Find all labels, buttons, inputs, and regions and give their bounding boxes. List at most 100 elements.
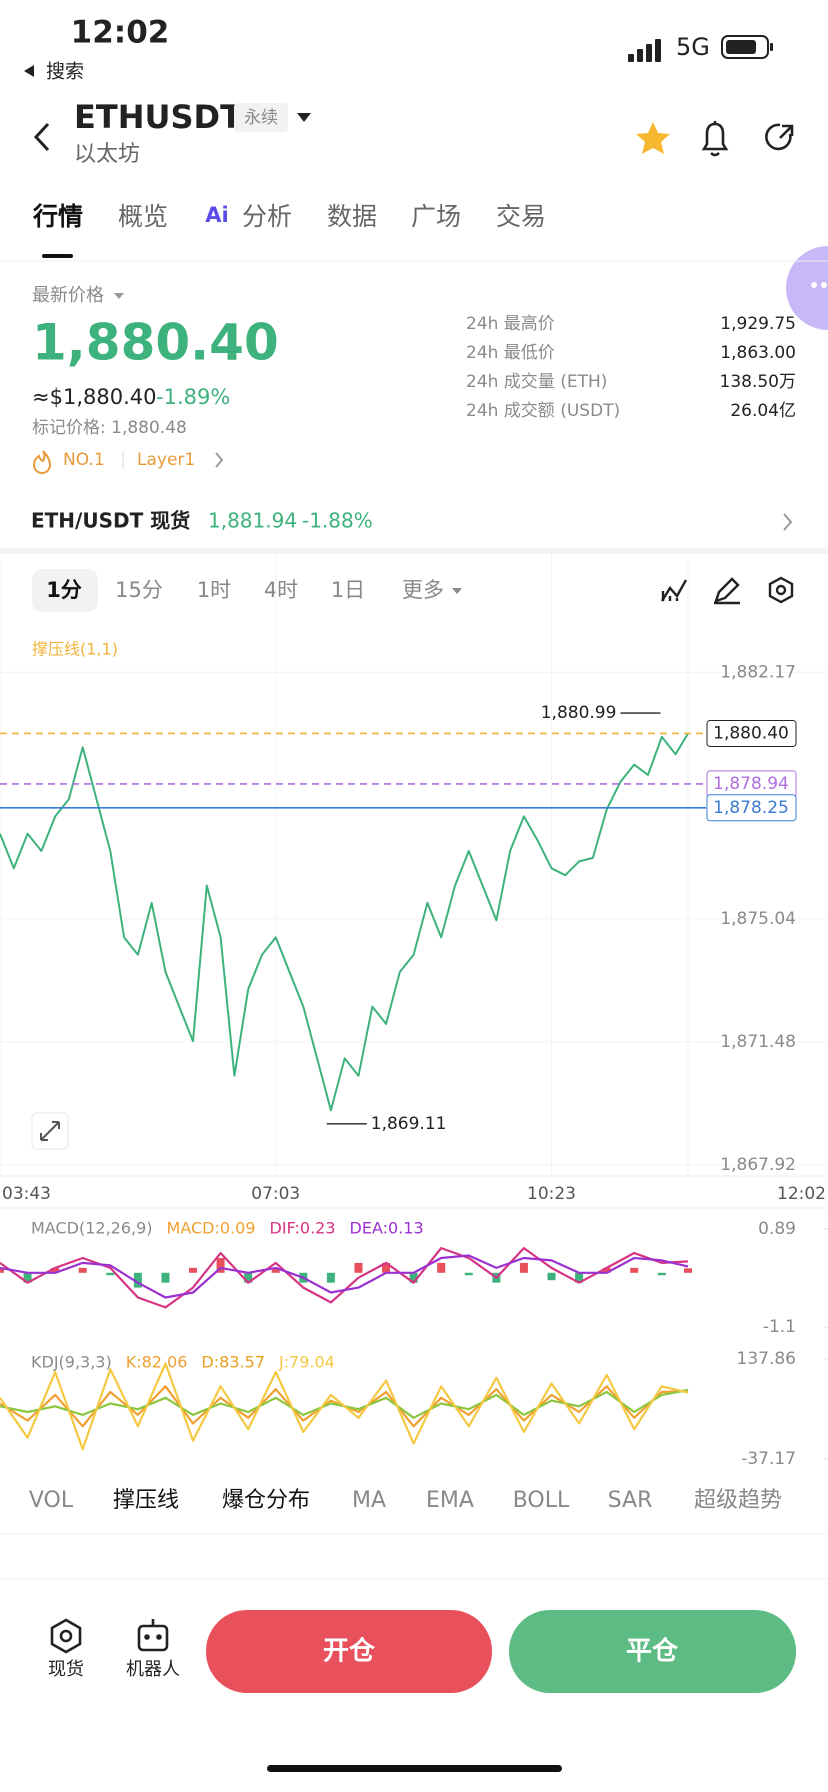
histogram-bar [354, 1262, 363, 1273]
settings-tool[interactable] [768, 576, 794, 604]
assistant-bubble[interactable] [786, 246, 828, 330]
indicator-tab[interactable]: 撑压线 [113, 1488, 179, 1513]
x-tick-label: 03:43 [2, 1184, 51, 1204]
x-tick-label: 12:02 [777, 1184, 826, 1204]
open-position-label[interactable]: 开仓 [323, 1636, 376, 1667]
histogram-bar [23, 1272, 32, 1283]
contract-tag: 永续 [244, 108, 278, 128]
close-position-button[interactable] [509, 1610, 796, 1693]
spot-button-label[interactable]: 现货 [48, 1659, 84, 1680]
symbol-dropdown[interactable] [297, 113, 311, 122]
back-app-label[interactable]: 搜索 [46, 61, 84, 83]
indicator-tab[interactable]: EMA [426, 1488, 474, 1513]
stat-label: 24h 成交额 (USDT) [466, 401, 620, 421]
indicator-label: 撑压线(1,1) [32, 640, 118, 659]
interval[interactable]: 1日 [331, 578, 365, 602]
price-change: -1.89% [156, 385, 230, 409]
tab-bar: 行情 概览 分析 数据 广场 交易 Ai [32, 202, 546, 231]
histogram-bar [575, 1272, 584, 1283]
stat-label: 24h 成交量 (ETH) [466, 372, 607, 392]
hot-icon [32, 450, 52, 474]
alert-bell[interactable] [701, 121, 729, 157]
interval[interactable]: 15分 [115, 578, 163, 602]
histogram-bar [216, 1257, 225, 1273]
series-line [0, 1362, 689, 1451]
price-type-dropdown[interactable] [114, 293, 124, 299]
tab[interactable]: 分析 [242, 202, 292, 231]
y-tick-label: 0.89 [758, 1219, 796, 1239]
asset-name: 以太坊 [74, 142, 140, 167]
price-line-box [706, 719, 797, 747]
tab[interactable]: 广场 [411, 202, 461, 231]
back-button[interactable] [33, 122, 50, 152]
stat-value: 1,863.00 [720, 343, 796, 363]
indicator-bar: VOL 撑压线 爆仓分布 MA EMA BOLL SAR 超级趋势 [29, 1488, 782, 1513]
histogram-bar [409, 1272, 418, 1283]
fullscreen-button[interactable] [31, 1112, 69, 1150]
usd-price: ≈$1,880.40 [32, 385, 156, 409]
stats-table: 24h 最高价 1,929.75 24h 最低价 1,863.00 24h 成交量 (E… [466, 314, 796, 421]
close-position-label[interactable]: 平仓 [626, 1636, 679, 1667]
indicator-readout: D:83.57 [201, 1353, 265, 1372]
indicator-tab[interactable]: MA [352, 1488, 386, 1513]
indicator-readout: DIF:0.23 [270, 1219, 336, 1238]
open-position-button[interactable] [206, 1610, 492, 1693]
y-tick-label: -37.17 [741, 1449, 796, 1469]
spot-icon[interactable] [50, 1618, 82, 1654]
indicator-tab[interactable]: VOL [29, 1488, 74, 1513]
histogram-bar [78, 1267, 87, 1273]
spot-chevron[interactable] [783, 513, 793, 531]
series-line [0, 732, 689, 1112]
interval[interactable]: 更多 [402, 578, 444, 602]
interval[interactable]: 4时 [264, 578, 298, 602]
indicator-readout: J:79.04 [278, 1353, 335, 1372]
favorite-star[interactable] [636, 122, 670, 154]
tab[interactable]: 数据 [327, 202, 377, 231]
stat-value: 138.50万 [720, 372, 796, 392]
network-label: 5G [676, 33, 710, 61]
y-tick-label: 1,875.04 [720, 909, 796, 929]
indicator-tab[interactable]: 超级趋势 [694, 1488, 782, 1513]
histogram-bar [51, 1267, 60, 1273]
interval[interactable]: 1分 [46, 578, 82, 602]
indicator-tab[interactable]: 爆仓分布 [222, 1488, 310, 1513]
spot-change: -1.88% [302, 509, 373, 533]
indicator-readout: MACD:0.09 [167, 1219, 256, 1238]
bot-button-label[interactable]: 机器人 [126, 1659, 180, 1680]
extreme-label: 1,869.11 [371, 1114, 447, 1134]
tab[interactable]: 行情 [32, 202, 83, 231]
sector-tag[interactable]: Layer1 [137, 450, 195, 470]
bot-icon[interactable] [137, 1619, 169, 1652]
indicator-readout: K:82.06 [126, 1353, 188, 1372]
y-tick-label: 137.86 [737, 1349, 796, 1369]
status-time: 12:02 [71, 15, 170, 51]
rank-tag[interactable]: NO.1 [63, 450, 105, 470]
series-line [0, 1254, 689, 1299]
indicator-tool[interactable] [660, 579, 688, 602]
stat-label: 24h 最高价 [466, 314, 555, 334]
histogram-bar [684, 1268, 692, 1273]
tab[interactable]: 概览 [118, 202, 168, 231]
histogram-bar [161, 1272, 170, 1283]
x-tick-label: 10:23 [527, 1184, 576, 1204]
interval-bar: 1分 15分 1时 4时 1日 更多 [46, 578, 462, 602]
indicator-tab[interactable]: SAR [608, 1488, 653, 1513]
histogram-bar [657, 1272, 666, 1276]
indicator-tab[interactable]: BOLL [513, 1488, 570, 1513]
tags-chevron[interactable] [215, 452, 224, 468]
spot-pair[interactable]: ETH/USDT 现货 [31, 509, 190, 533]
interval[interactable]: 1时 [197, 578, 231, 602]
histogram-bar [630, 1267, 639, 1273]
indicator-readout: DEA:0.13 [350, 1219, 424, 1238]
y-tick-label: -1.1 [763, 1317, 796, 1337]
share-button[interactable] [765, 123, 794, 151]
back-arrow-icon[interactable] [24, 65, 34, 77]
more-dropdown[interactable] [452, 588, 462, 594]
tab[interactable]: 交易 [496, 202, 546, 231]
draw-tool[interactable] [714, 577, 740, 605]
histogram-bar [106, 1272, 115, 1276]
battery-icon [721, 35, 773, 59]
symbol: ETHUSDT [74, 98, 242, 136]
